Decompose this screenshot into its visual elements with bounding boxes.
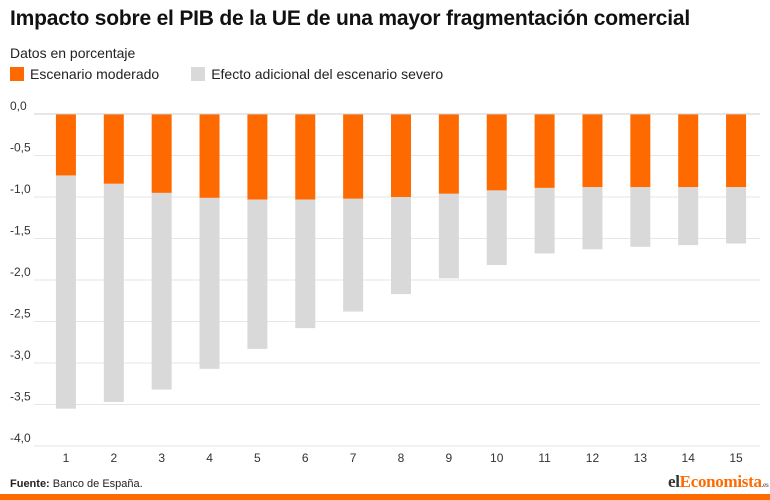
x-tick-label: 15 xyxy=(729,451,743,465)
chart-subtitle: Datos en porcentaje xyxy=(10,45,136,61)
bar-severe xyxy=(391,197,411,295)
y-tick-label: -3,5 xyxy=(10,390,31,404)
x-tick-label: 13 xyxy=(634,451,648,465)
bar-chart: 0,0-0,5-1,0-1,5-2,0-2,5-3,0-3,5-4,01 2 3 4 5… xyxy=(10,99,760,465)
bar-moderate xyxy=(438,114,459,194)
x-tick-label: 9 xyxy=(446,451,453,465)
bar-moderate xyxy=(199,114,220,198)
bar-moderate xyxy=(534,114,555,188)
brand-part1: el xyxy=(668,472,680,491)
source-label: Fuente: xyxy=(10,478,50,490)
bar-moderate xyxy=(103,114,124,184)
source-note: Fuente: Banco de España. xyxy=(10,478,143,490)
y-tick-label: -3,0 xyxy=(10,348,31,362)
x-tick-label: 11 xyxy=(538,451,551,465)
x-tick-label: 12 xyxy=(586,451,600,465)
bar-severe xyxy=(103,183,124,403)
legend-label-severe: Efecto adicional del escenario severo xyxy=(211,66,444,82)
y-tick-label: -4,0 xyxy=(10,431,31,445)
bar-severe xyxy=(630,187,651,247)
bar-moderate xyxy=(343,114,364,199)
x-tick-label: 3 xyxy=(158,451,165,465)
bottom-rule xyxy=(0,494,770,500)
bar-moderate xyxy=(630,114,651,188)
bar-severe xyxy=(295,199,316,329)
bar-severe xyxy=(486,190,507,266)
legend-item-moderate: Escenario moderado xyxy=(10,66,159,82)
bar-moderate xyxy=(295,114,316,200)
bar-severe xyxy=(534,187,555,254)
bar-severe xyxy=(55,175,76,409)
x-tick-label: 5 xyxy=(254,451,261,465)
y-tick-label: -0,5 xyxy=(10,141,31,155)
legend-swatch-moderate xyxy=(10,67,24,81)
bar-moderate xyxy=(486,114,507,191)
bar-moderate xyxy=(678,114,699,188)
bar-moderate xyxy=(391,114,411,197)
chart-legend: Escenario moderado Efecto adicional del … xyxy=(10,66,475,82)
x-tick-label: 8 xyxy=(398,451,405,465)
legend-item-severe: Efecto adicional del escenario severo xyxy=(191,66,443,82)
bar-moderate xyxy=(151,114,172,193)
chart-title: Impacto sobre el PIB de la UE de una may… xyxy=(10,7,691,30)
bar-severe xyxy=(438,193,459,279)
bar-severe xyxy=(726,187,747,244)
y-tick-label: 0,0 xyxy=(10,99,27,113)
bar-severe xyxy=(199,197,220,369)
y-tick-label: -2,0 xyxy=(10,265,31,279)
brand-suffix: .es xyxy=(761,481,769,489)
brand-logo: elEconomista.es xyxy=(668,472,769,492)
bar-moderate xyxy=(726,114,747,188)
source-text: Banco de España. xyxy=(52,478,143,490)
x-tick-label: 6 xyxy=(302,451,309,465)
bar-severe xyxy=(247,199,268,349)
bar-severe xyxy=(151,192,172,390)
y-tick-label: -2,5 xyxy=(10,307,31,321)
x-tick-label: 4 xyxy=(206,451,213,465)
legend-swatch-severe xyxy=(191,67,206,81)
bar-moderate xyxy=(582,114,603,188)
bar-moderate xyxy=(247,114,268,200)
x-tick-label: 10 xyxy=(490,451,504,465)
x-tick-label: 14 xyxy=(682,451,696,465)
bar-severe xyxy=(678,187,699,246)
x-tick-label: 2 xyxy=(110,451,117,465)
brand-part2: Economista xyxy=(679,472,762,491)
bar-severe xyxy=(343,198,364,312)
legend-label-moderate: Escenario moderado xyxy=(30,66,160,82)
x-tick-label: 7 xyxy=(350,451,357,465)
bar-severe xyxy=(582,187,603,250)
x-tick-label: 1 xyxy=(63,451,70,465)
y-tick-label: -1,0 xyxy=(10,182,31,196)
bar-moderate xyxy=(55,114,76,176)
y-tick-label: -1,5 xyxy=(10,224,31,238)
